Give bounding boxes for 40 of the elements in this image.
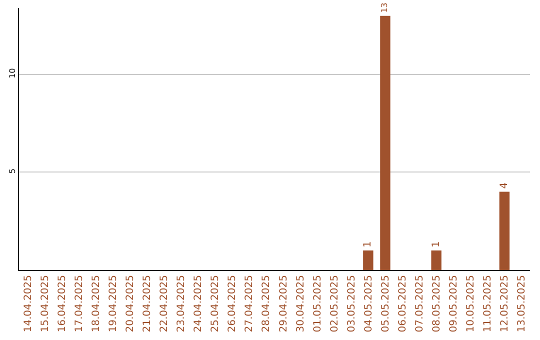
x-tick-label: 01.05.2025	[312, 275, 324, 332]
x-tick-label: 04.05.2025	[363, 275, 374, 332]
data-label: 4	[498, 182, 510, 189]
x-tick-label: 12.05.2025	[500, 275, 511, 332]
x-tick-label: 16.04.2025	[56, 275, 68, 332]
bar	[431, 250, 442, 270]
x-tick-label: 20.04.2025	[124, 275, 136, 332]
x-tick-label: 02.05.2025	[329, 275, 340, 332]
y-tick-label: 10	[8, 68, 17, 78]
x-tick-label: 11.05.2025	[482, 275, 494, 332]
x-tick-label: 05.05.2025	[380, 275, 392, 332]
x-tick-label: 13.05.2025	[516, 275, 528, 332]
x-tick-label: 29.04.2025	[278, 275, 290, 332]
x-tick-label: 27.04.2025	[244, 275, 256, 332]
x-tick-label: 23.04.2025	[176, 275, 188, 332]
x-tick-label: 26.04.2025	[227, 275, 238, 332]
x-tick-label: 28.04.2025	[261, 275, 272, 332]
x-tick-label: 24.04.2025	[193, 275, 204, 332]
x-tick-label: 15.04.2025	[40, 275, 51, 332]
y-tick-label: 5	[8, 168, 17, 174]
bar	[363, 250, 374, 270]
x-tick-label: 19.04.2025	[108, 275, 119, 332]
x-tick-label: 07.05.2025	[414, 275, 426, 332]
x-tick-label: 14.04.2025	[22, 275, 34, 332]
x-tick-label: 21.04.2025	[142, 275, 153, 332]
bar	[499, 192, 510, 270]
x-tick-label: 30.04.2025	[295, 275, 306, 332]
data-label: 13	[380, 2, 390, 13]
data-label: 1	[430, 241, 442, 248]
x-tick-label: 25.04.2025	[210, 275, 222, 332]
bar	[380, 16, 390, 270]
x-tick-label: 09.05.2025	[448, 275, 460, 332]
x-tick-label: 17.04.2025	[74, 275, 85, 332]
x-tick-label: 06.05.2025	[398, 275, 408, 332]
x-tick-label: 10.05.2025	[466, 275, 477, 332]
x-tick-label: 22.04.2025	[159, 275, 170, 332]
x-tick-label: 18.04.2025	[90, 275, 102, 332]
data-label: 1	[362, 241, 374, 248]
x-tick-label: 03.05.2025	[346, 275, 358, 332]
x-tick-label: 08.05.2025	[432, 275, 443, 332]
